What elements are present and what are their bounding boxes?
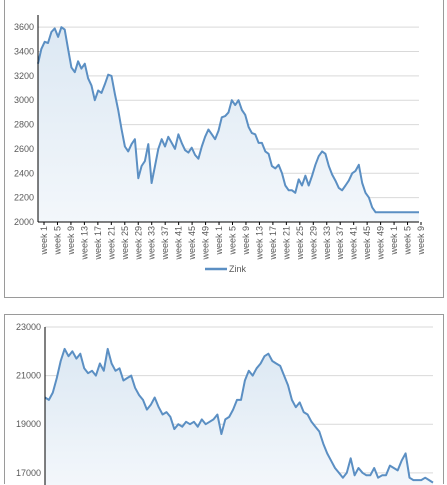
x-tick-label: week 5	[52, 226, 62, 256]
x-tick-label: week 1	[214, 226, 224, 256]
y-tick-label: 3000	[14, 95, 34, 105]
y-tick-label: 2600	[14, 144, 34, 154]
x-tick-label: week 49	[376, 226, 386, 261]
x-tick-label: week 25	[295, 226, 305, 261]
x-tick-label: week 21	[106, 226, 116, 261]
x-tick-label: week 25	[120, 226, 130, 261]
x-tick-label: week 1	[39, 226, 49, 256]
y-tick-label: 21000	[16, 371, 41, 381]
y-tick-label: 3400	[14, 47, 34, 57]
x-tick-label: week 41	[349, 226, 359, 261]
chart-panel-second: 17000 19000 21000 23000	[4, 314, 444, 485]
zinc-price-chart: 2000 2200 2400 2600 2800 3000 3200 3400 3600 week…	[14, 15, 426, 274]
x-tick-label: week 13	[254, 226, 264, 261]
x-tick-label: week 21	[281, 226, 291, 261]
x-tick-label: week 17	[93, 226, 103, 261]
y-tick-label: 3600	[14, 22, 34, 32]
second-price-chart: 17000 19000 21000 23000	[16, 322, 434, 485]
y-tick-label: 23000	[16, 322, 41, 332]
x-tick-label: week 29	[133, 226, 143, 261]
y-tick-label: 3200	[14, 71, 34, 81]
x-tick-label: week 37	[160, 226, 170, 261]
x-tick-label: week 5	[228, 226, 238, 256]
series-area	[38, 27, 419, 223]
x-tick-label: week 33	[322, 226, 332, 261]
x-tick-label: week 45	[362, 226, 372, 261]
x-tick-label: week 29	[308, 226, 318, 261]
y-tick-label: 2800	[14, 120, 34, 130]
x-tick-label: week 33	[147, 226, 157, 261]
series-line	[37, 26, 419, 214]
x-tick-label: week 45	[187, 226, 197, 261]
x-tick-label: week 5	[403, 226, 413, 256]
x-tick-label: week 9	[416, 226, 426, 256]
y-tick-label: 2400	[14, 168, 34, 178]
x-tick-label: week 9	[66, 226, 76, 256]
x-tick-label: week 1	[389, 226, 399, 256]
chart-panel-zinc: 2000 2200 2400 2600 2800 3000 3200 3400 3600 week…	[4, 0, 444, 298]
y-tick-label: 17000	[16, 468, 41, 478]
legend-label: Zink	[229, 264, 247, 274]
series-area	[45, 348, 433, 485]
x-tick-label: week 41	[174, 226, 184, 261]
x-tick-label: week 49	[201, 226, 211, 261]
x-tick-label: week 37	[335, 226, 345, 261]
x-tick-label: week 9	[241, 226, 251, 256]
x-tick-label: week 17	[268, 226, 278, 261]
y-tick-label: 2000	[14, 217, 34, 227]
y-tick-label: 2200	[14, 193, 34, 203]
y-tick-label: 19000	[16, 419, 41, 429]
x-tick-label: week 13	[79, 226, 89, 261]
